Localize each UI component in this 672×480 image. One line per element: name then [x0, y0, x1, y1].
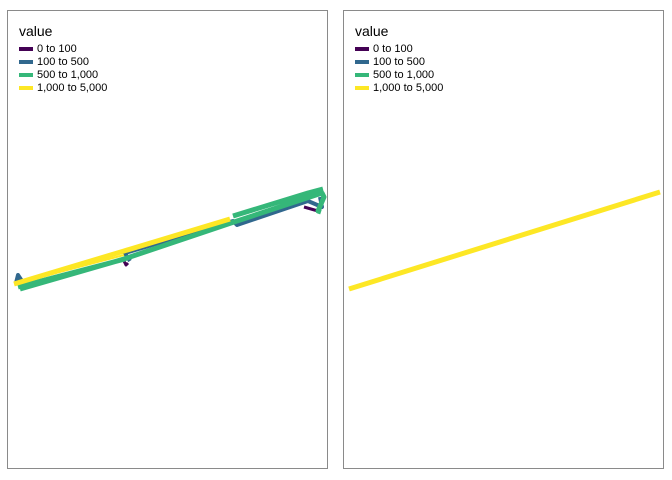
legend-swatch [19, 46, 33, 51]
legend-label: 500 to 1,000 [37, 68, 99, 81]
map-canvas-right [348, 189, 661, 292]
legend-swatch [19, 59, 33, 64]
legend-swatch [355, 72, 369, 77]
legend-title: value [355, 23, 389, 39]
legend-item-500-to-1000: 500 to 1,000 [19, 68, 107, 81]
legend-item-100-to-500: 100 to 500 [355, 55, 443, 68]
map-panel-right: value 0 to 100 100 to 500 500 to 1,000 1… [343, 10, 664, 469]
map-canvas-left [13, 186, 327, 292]
legend-item-0-to-100: 0 to 100 [355, 42, 443, 55]
legend-item-0-to-100: 0 to 100 [19, 42, 107, 55]
legend-swatch [355, 85, 369, 90]
legend-item-1000-to-5000: 1,000 to 5,000 [355, 81, 443, 94]
legend-swatch [355, 59, 369, 64]
legend-item-100-to-500: 100 to 500 [19, 55, 107, 68]
segment-1000-to-5000 [348, 189, 661, 292]
legend-label: 0 to 100 [37, 42, 77, 55]
legend-label: 1,000 to 5,000 [37, 81, 108, 94]
legend-swatch [19, 72, 33, 77]
legend-swatch [19, 85, 33, 90]
segment-500-to-1000 [17, 186, 327, 292]
legend-item-500-to-1000: 500 to 1,000 [355, 68, 443, 81]
legend-label: 0 to 100 [373, 42, 413, 55]
legend-title: value [19, 23, 53, 39]
legend-label: 100 to 500 [373, 55, 425, 68]
legend-right: value 0 to 100 100 to 500 500 to 1,000 1… [355, 23, 443, 94]
legend-item-1000-to-5000: 1,000 to 5,000 [19, 81, 107, 94]
legend-label: 100 to 500 [37, 55, 89, 68]
map-panel-left: value 0 to 100 100 to 500 500 to 1,000 1… [7, 10, 328, 469]
legend-swatch [355, 46, 369, 51]
segment-1000-to-5000-thin [17, 254, 125, 284]
legend-left: value 0 to 100 100 to 500 500 to 1,000 1… [19, 23, 107, 94]
segment-1000-to-5000 [13, 216, 231, 287]
legend-label: 500 to 1,000 [373, 68, 435, 81]
legend-label: 1,000 to 5,000 [373, 81, 444, 94]
